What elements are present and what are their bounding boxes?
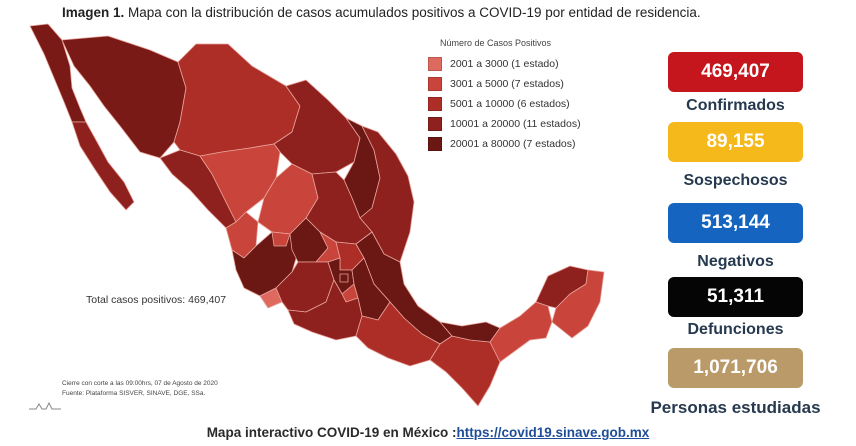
footnote: Cierre con corte a las 09:00hrs, 07 de A…: [62, 379, 218, 399]
legend-label: 2001 a 3000 (1 estado): [450, 58, 559, 70]
deaths-value-box: 51,311: [668, 277, 803, 317]
footnote-source: Fuente: Plataforma SISVER, SINAVE, DGE, …: [62, 390, 206, 397]
legend-swatch: [428, 137, 442, 151]
legend-swatch: [428, 117, 442, 131]
deaths-label: Defunciones: [687, 321, 784, 338]
map-legend: Número de Casos Positivos 2001 a 3000 (1…: [428, 38, 598, 154]
legend-item: 20001 a 80000 (7 estados): [428, 134, 598, 154]
legend-item: 10001 a 20000 (11 estados): [428, 114, 598, 134]
negative-label: Negativos: [697, 253, 774, 270]
legend-label: 5001 a 10000 (6 estados): [450, 98, 570, 110]
studied-value-box: 1,071,706: [668, 348, 803, 388]
caption-text: Mapa con la distribución de casos acumul…: [128, 5, 701, 20]
legend-swatch: [428, 77, 442, 91]
legend-item: 2001 a 3000 (1 estado): [428, 54, 598, 74]
suspected-value-box: 89,155: [668, 122, 803, 162]
state-sonora[interactable]: [61, 35, 187, 159]
state-ciudad-de-mexico[interactable]: [339, 273, 349, 283]
negative-value: 513,144: [701, 212, 770, 233]
legend-label: 20001 a 80000 (7 estados): [450, 138, 576, 150]
mexico-map-svg: [29, 23, 605, 407]
interactive-map-line: Mapa interactivo COVID-19 en México :htt…: [0, 425, 856, 440]
state-aguascalientes[interactable]: [271, 231, 291, 247]
deaths-value: 51,311: [706, 286, 765, 307]
legend-label: 10001 a 20000 (11 estados): [450, 118, 581, 130]
negative-value-box: 513,144: [668, 203, 803, 243]
legend-label: 3001 a 5000 (7 estados): [450, 78, 564, 90]
state-baja-california-sur[interactable]: [71, 121, 135, 211]
footnote-cutoff: Cierre con corte a las 09:00hrs, 07 de A…: [62, 380, 218, 387]
suspected-label: Sospechosos: [683, 172, 788, 189]
legend-title: Número de Casos Positivos: [440, 38, 552, 48]
state-jalisco[interactable]: [231, 231, 299, 297]
state-baja-california[interactable]: [29, 23, 87, 123]
figure-caption: Imagen 1. Mapa con la distribución de ca…: [62, 5, 701, 20]
interactive-map-link[interactable]: https://covid19.sinave.gob.mx: [456, 425, 650, 440]
legend-item: 5001 a 10000 (6 estados): [428, 94, 598, 114]
confirmed-value: 469,407: [701, 61, 770, 82]
confirmed-value-box: 469,407: [668, 52, 803, 92]
legend-swatch: [428, 57, 442, 71]
health-logo-icon: [28, 398, 62, 416]
studied-value: 1,071,706: [693, 357, 778, 378]
caption-prefix: Imagen 1.: [62, 5, 125, 20]
total-positive-cases: Total casos positivos: 469,407: [86, 294, 227, 306]
mexico-map: [0, 22, 640, 412]
confirmed-label: Confirmados: [686, 97, 785, 114]
state-chiapas[interactable]: [429, 335, 501, 407]
suspected-value: 89,155: [706, 131, 765, 152]
legend-swatch: [428, 97, 442, 111]
interactive-map-text: Mapa interactivo COVID-19 en México :: [206, 425, 457, 440]
state-campeche[interactable]: [489, 301, 553, 363]
legend-item: 3001 a 5000 (7 estados): [428, 74, 598, 94]
state-guerrero[interactable]: [287, 279, 363, 341]
studied-label: Personas estudiadas: [650, 398, 821, 417]
state-quintana-roo[interactable]: [551, 269, 605, 339]
